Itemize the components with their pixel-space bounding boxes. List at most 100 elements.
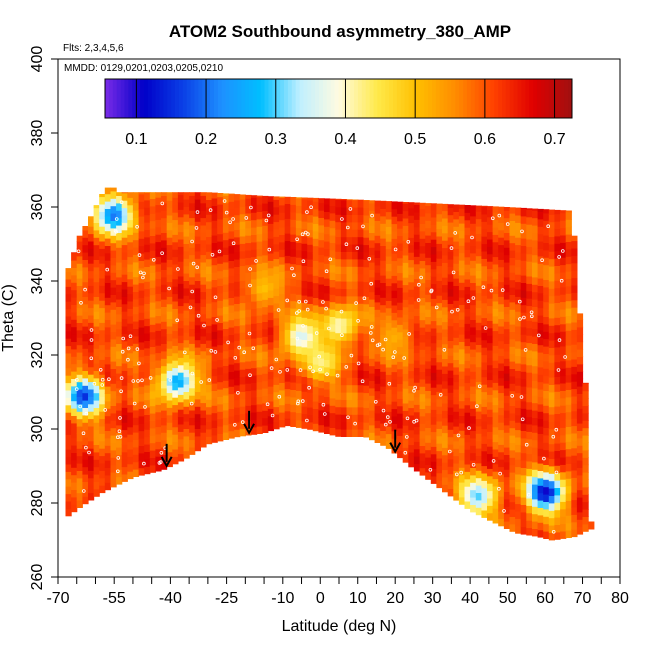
observation-marker xyxy=(276,308,281,312)
heatmap-cell xyxy=(273,251,280,260)
heatmap-cell xyxy=(430,268,437,277)
heatmap-cell xyxy=(161,358,168,367)
heatmap-cell xyxy=(88,448,95,457)
heatmap-cell xyxy=(121,377,128,386)
heatmap-cell xyxy=(425,286,432,295)
heatmap-cell xyxy=(104,430,111,439)
heatmap-cell xyxy=(582,390,589,399)
heatmap-cell xyxy=(234,199,241,208)
heatmap-cell xyxy=(189,232,196,241)
heatmap-cell xyxy=(211,272,218,280)
heatmap-cell xyxy=(582,427,589,436)
heatmap-cell xyxy=(256,292,263,301)
heatmap-cell xyxy=(543,427,550,436)
heatmap-cell xyxy=(88,440,95,449)
heatmap-cell xyxy=(76,426,83,434)
heatmap-cell xyxy=(76,359,83,368)
heatmap-cell xyxy=(245,331,252,340)
observation-marker xyxy=(406,240,411,244)
heatmap-cell xyxy=(582,479,589,488)
heatmap-cell xyxy=(138,208,145,217)
heatmap-cell xyxy=(177,320,185,329)
heatmap-cell xyxy=(554,346,561,355)
heatmap-cell xyxy=(189,358,196,367)
heatmap-cell xyxy=(177,423,185,432)
heatmap-cell xyxy=(430,320,437,329)
heatmap-cell xyxy=(481,406,488,415)
heatmap-cell xyxy=(391,267,398,276)
heatmap-cell xyxy=(380,415,387,424)
observation-marker xyxy=(167,286,171,291)
heatmap-cell xyxy=(503,506,511,515)
heatmap-cell xyxy=(520,400,527,409)
heatmap-cell xyxy=(279,375,286,383)
heatmap-cell xyxy=(189,291,196,300)
heatmap-cell xyxy=(397,294,404,303)
heatmap-cell xyxy=(279,367,286,376)
heatmap-cell xyxy=(487,386,494,395)
heatmap-cell xyxy=(82,474,89,482)
heatmap-cell xyxy=(273,280,280,289)
heatmap-cell xyxy=(177,394,185,403)
heatmap-cell xyxy=(543,516,550,525)
heatmap-cell xyxy=(267,378,274,387)
heatmap-cell xyxy=(464,404,471,413)
heatmap-cell xyxy=(189,335,196,344)
heatmap-cell xyxy=(76,485,83,494)
heatmap-cell xyxy=(458,267,466,276)
heatmap-cell xyxy=(515,451,522,460)
heatmap-cell xyxy=(419,438,426,446)
observation-marker xyxy=(237,345,242,350)
heatmap-cell xyxy=(408,333,415,342)
colorbar-segment xyxy=(280,79,285,118)
heatmap-cell xyxy=(352,369,359,378)
heatmap-cell xyxy=(93,259,100,268)
heatmap-cell xyxy=(447,481,454,489)
heatmap-cell xyxy=(71,496,78,505)
heatmap-cell xyxy=(419,202,426,210)
heatmap-cell xyxy=(71,252,78,254)
heatmap-cell xyxy=(211,257,218,266)
heatmap-cell xyxy=(532,447,539,455)
heatmap-cell xyxy=(369,232,376,241)
heatmap-cell xyxy=(93,207,100,216)
heatmap-cell xyxy=(408,459,415,468)
observation-marker xyxy=(176,267,180,271)
colorbar-segment xyxy=(517,79,522,118)
heatmap-cell xyxy=(138,364,145,372)
heatmap-cell xyxy=(335,414,342,422)
colorbar-segment xyxy=(108,79,114,118)
heatmap-cell xyxy=(560,316,567,325)
heatmap-cell xyxy=(200,192,207,196)
heatmap-cell xyxy=(161,447,168,455)
heatmap-cell xyxy=(172,360,179,369)
heatmap-cell xyxy=(346,392,353,400)
observation-marker xyxy=(309,205,313,210)
observation-marker xyxy=(79,300,83,305)
heatmap-cell xyxy=(352,281,359,289)
heatmap-cell xyxy=(335,421,342,430)
heatmap-cell xyxy=(447,325,454,334)
heatmap-cell xyxy=(251,382,258,391)
heatmap-cell xyxy=(554,302,561,311)
heatmap-cell xyxy=(565,411,572,420)
heatmap-cell xyxy=(295,234,303,243)
heatmap-cell xyxy=(346,355,353,363)
heatmap-cell xyxy=(183,384,190,392)
observation-marker xyxy=(82,489,86,493)
heatmap-cell xyxy=(127,278,134,287)
heatmap-cell xyxy=(290,234,297,242)
heatmap-cell xyxy=(329,375,336,384)
heatmap-cell xyxy=(374,427,381,436)
heatmap-cell xyxy=(470,482,477,491)
heatmap-cell xyxy=(374,264,381,273)
colorbar-segment xyxy=(521,79,526,118)
heatmap-cell xyxy=(149,413,156,421)
heatmap-cell xyxy=(532,306,539,315)
heatmap-cell xyxy=(132,402,140,411)
heatmap-cell xyxy=(413,382,421,391)
heatmap-cell xyxy=(110,187,117,192)
heatmap-cell xyxy=(138,452,145,461)
heatmap-cell xyxy=(88,455,95,464)
heatmap-cell xyxy=(442,439,449,448)
